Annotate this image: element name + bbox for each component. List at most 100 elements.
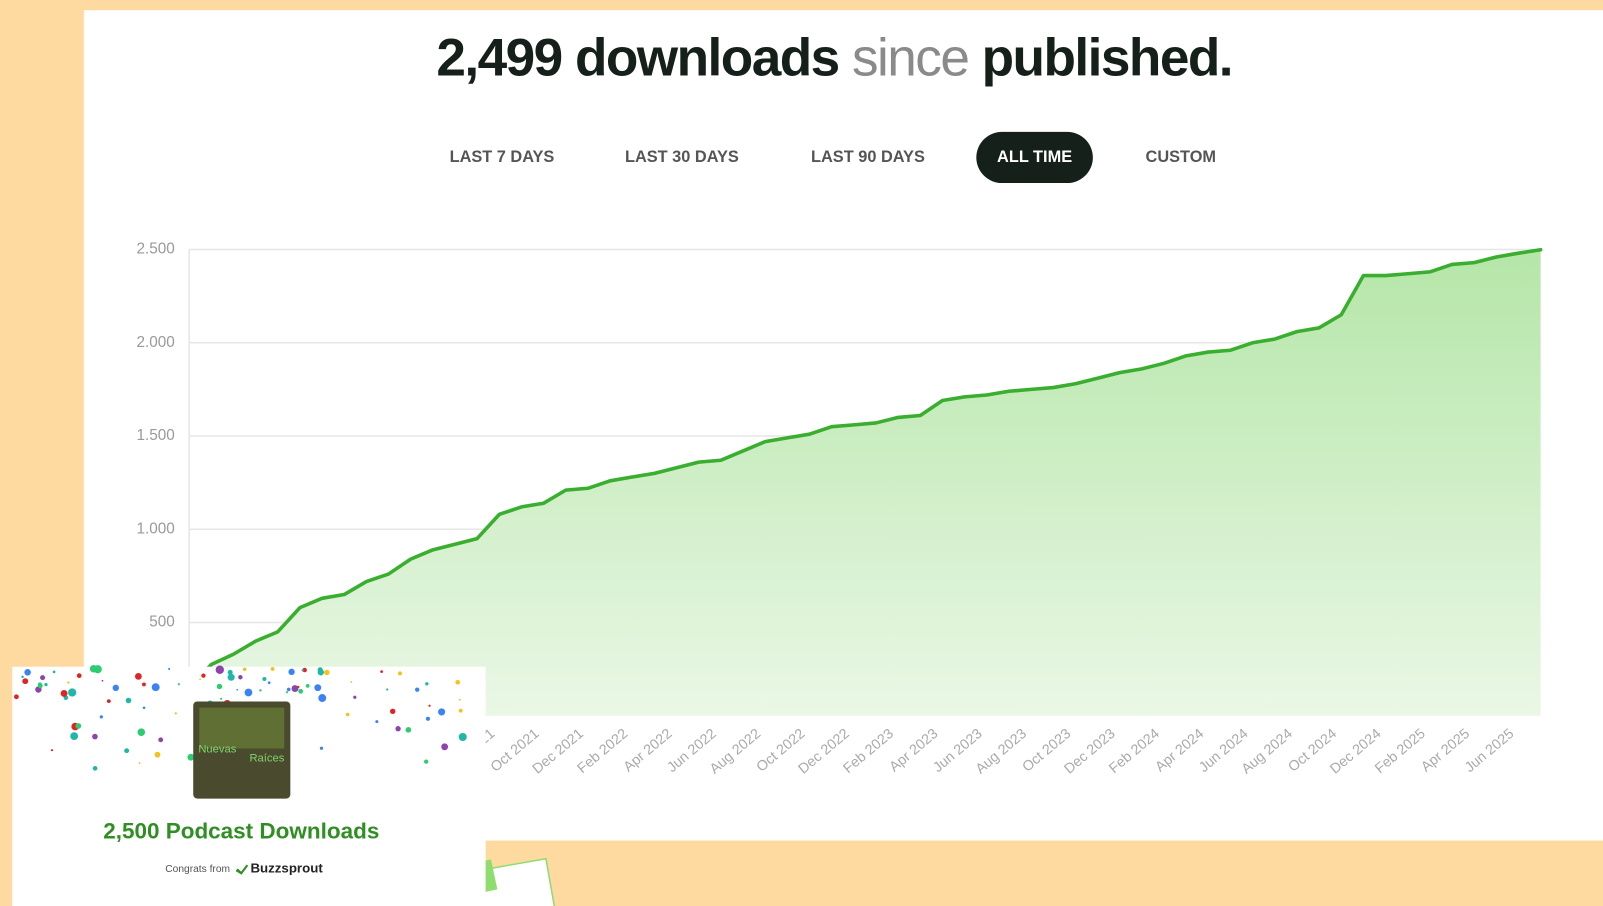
y-tick-label: 2.000	[136, 334, 174, 351]
confetti-dot	[320, 747, 323, 750]
tab[interactable]: LAST 90 DAYS	[811, 148, 925, 166]
confetti-dot	[425, 682, 428, 685]
confetti-dot	[67, 681, 69, 683]
milestone-card: Nuevas Raíces 2,500 Podcast Downloads Co…	[12, 665, 485, 906]
confetti-dot	[288, 669, 294, 675]
cover-art-leaf	[199, 708, 284, 749]
confetti-dot	[152, 683, 160, 691]
tab[interactable]: ALL TIME	[997, 148, 1072, 166]
confetti-dot	[38, 682, 42, 686]
tab[interactable]: CUSTOM	[1146, 148, 1217, 166]
confetti-dot	[199, 679, 201, 681]
confetti-dot	[142, 682, 146, 686]
confetti-dot	[459, 709, 463, 713]
confetti-dot	[271, 667, 275, 671]
confetti-dot	[126, 698, 132, 704]
y-tick-label: 2.500	[136, 241, 174, 258]
confetti-dot	[398, 671, 402, 675]
confetti-dot	[77, 673, 82, 678]
confetti-dot	[51, 749, 53, 751]
confetti-dot	[14, 694, 19, 699]
screenshot: 2,499 downloads since published. LAST 7 …	[0, 0, 1603, 906]
confetti-dot	[53, 671, 56, 674]
confetti-dot	[268, 681, 271, 684]
confetti-dot	[438, 708, 445, 715]
confetti-dot	[168, 668, 170, 670]
tab[interactable]: LAST 7 DAYS	[450, 148, 555, 166]
confetti-dot	[70, 732, 78, 740]
confetti-dot	[178, 683, 180, 685]
confetti-dot	[298, 689, 303, 694]
confetti-dot	[386, 688, 388, 690]
confetti-dot	[135, 673, 142, 680]
headline-count: 2,499 downloads	[436, 28, 838, 87]
confetti-dot	[40, 675, 45, 680]
confetti-dot	[318, 669, 324, 675]
confetti-dot	[61, 690, 68, 697]
confetti-dot	[201, 673, 205, 677]
confetti-dot	[113, 685, 119, 691]
card-brand: Buzzsprout	[250, 861, 323, 876]
y-tick-label: 1.000	[136, 520, 174, 537]
confetti-dot	[68, 688, 76, 696]
confetti-dot	[346, 713, 349, 716]
card-congrats: Congrats from	[165, 864, 230, 875]
confetti-dot	[21, 676, 23, 678]
confetti-dot	[441, 743, 448, 750]
confetti-dot	[175, 712, 177, 714]
cover-art-text: Raíces	[249, 753, 284, 765]
headline: 2,499 downloads since published.	[436, 28, 1232, 87]
confetti-dot	[102, 680, 104, 682]
card-title: 2,500 Podcast Downloads	[103, 818, 379, 843]
confetti-dot	[92, 734, 98, 740]
confetti-dot	[455, 680, 460, 685]
confetti-dot	[217, 684, 222, 689]
confetti-dot	[302, 669, 304, 671]
confetti-dot	[107, 699, 111, 703]
confetti-dot	[90, 665, 97, 672]
confetti-dot	[75, 723, 81, 729]
tab[interactable]: LAST 30 DAYS	[625, 148, 739, 166]
confetti-dot	[220, 698, 222, 700]
confetti-dot	[459, 699, 461, 701]
confetti-dot	[216, 666, 224, 674]
confetti-dot	[155, 752, 161, 758]
headline-since: since	[852, 28, 968, 87]
confetti-dot	[428, 705, 430, 707]
confetti-dot	[139, 762, 141, 764]
confetti-dot	[306, 684, 310, 688]
confetti-dot	[158, 737, 163, 742]
confetti-dot	[236, 689, 238, 691]
confetti-dot	[228, 674, 235, 681]
confetti-dot	[292, 685, 299, 692]
confetti-dot	[124, 748, 129, 753]
confetti-dot	[286, 691, 288, 693]
cover-art-text: Nuevas	[198, 744, 236, 756]
confetti-dot	[297, 686, 299, 688]
confetti-dot	[143, 706, 146, 709]
confetti-dot	[353, 696, 356, 699]
confetti-dot	[262, 677, 266, 681]
y-tick-label: 1.500	[136, 427, 174, 444]
confetti-dot	[415, 688, 419, 692]
confetti-dot	[459, 733, 467, 741]
page: {"header": {"count": "2,499 downloads", …	[0, 0, 1603, 906]
confetti-dot	[245, 689, 253, 697]
confetti-dot	[243, 667, 247, 671]
confetti-dot	[426, 717, 430, 721]
confetti-dot	[93, 766, 98, 771]
headline-published: published.	[982, 28, 1232, 87]
confetti-dot	[314, 684, 321, 691]
confetti-dot	[287, 688, 291, 692]
confetti-dot	[137, 728, 145, 736]
confetti-dot	[324, 670, 330, 676]
confetti-dot	[24, 669, 31, 676]
confetti-dot	[375, 720, 378, 723]
confetti-dot	[390, 709, 395, 714]
confetti-dot	[395, 726, 400, 731]
confetti-dot	[259, 689, 261, 691]
confetti-dot	[44, 683, 47, 686]
confetti-dot	[100, 715, 103, 718]
confetti-dot	[424, 759, 428, 763]
confetti-dot	[350, 681, 352, 683]
